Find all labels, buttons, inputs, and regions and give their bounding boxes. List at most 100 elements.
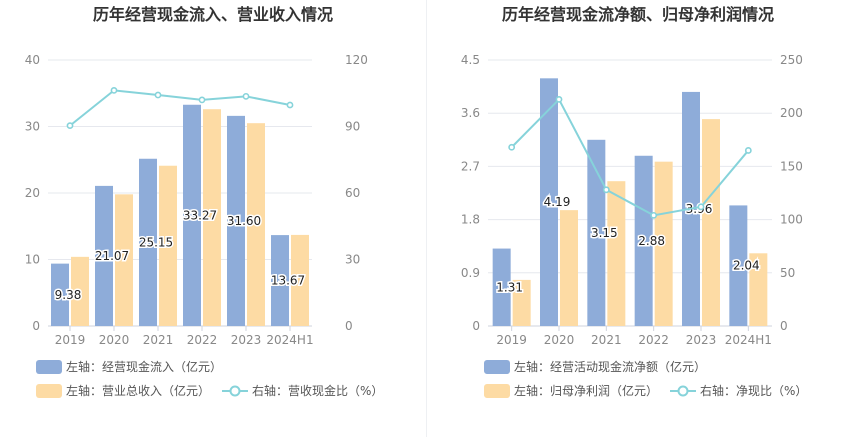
x-tick-label: 2020: [544, 333, 575, 347]
y-right-tick-label: 0: [345, 319, 353, 333]
bar-series-2: [159, 165, 177, 326]
line-point: [555, 95, 563, 103]
y-left-tick-label: 2.7: [461, 159, 480, 173]
y-left-tick-label: 20: [25, 186, 40, 200]
line-point: [154, 91, 162, 99]
bar-series-1: [271, 235, 289, 326]
bar-series-1: [227, 115, 245, 326]
legend-item-bar-2-swatch: [36, 384, 62, 398]
x-tick-label: 2021: [143, 333, 174, 347]
bar-series-2: [291, 234, 309, 326]
line-point: [697, 203, 705, 211]
bar-series-1: [492, 248, 511, 326]
chart-netcash-profit: 历年经营现金流净额、归母净利润情况 0 0.9 1.8 2.7 3.6 4.5 0 50 100 1…: [461, 5, 807, 398]
line-point: [242, 92, 250, 100]
legend-item-line-label: 右轴：净现比（%）: [700, 383, 807, 398]
y-right-tick-label: 60: [345, 186, 360, 200]
legend-item-bar-1-label: 左轴：经营活动现金流净额（亿元）: [514, 359, 706, 374]
x-tick-label: 2021: [591, 333, 622, 347]
data-label: 2.04: [733, 259, 760, 273]
bar-series-2: [512, 279, 531, 326]
line-point: [198, 96, 206, 104]
legend-item-bar-2-swatch: [484, 384, 510, 398]
y-right-tick-label: 90: [345, 120, 360, 134]
y-left-tick-label: 0: [32, 319, 40, 333]
legend-item-line-swatch-marker: [677, 385, 689, 397]
bar-series-2: [702, 119, 720, 326]
bar-series-1: [139, 158, 157, 326]
line-point: [66, 122, 74, 130]
line-point: [286, 101, 294, 109]
bar-series-2: [71, 256, 89, 326]
bar-series-2: [203, 109, 221, 327]
y-right-tick-label: 30: [345, 253, 360, 267]
legend-item-bar-2-label: 左轴：归母净利润（亿元）: [514, 383, 658, 398]
bar-series-1: [587, 139, 606, 326]
bar-series-1: [729, 205, 748, 326]
bar-series-2: [115, 194, 133, 326]
x-tick-label: 2023: [231, 333, 262, 347]
y-left-tick-label: 3.6: [461, 106, 480, 120]
legend-item-line-label: 右轴：营收现金比（%）: [252, 383, 383, 398]
y-right-tick-label: 120: [345, 53, 368, 67]
chart-cashflow-revenue: 历年经营现金流入、营业收入情况 0 10 20 30 40 0 30 60 90 120 2019 20…: [25, 5, 383, 398]
panel-divider: [426, 0, 427, 437]
bar-series-1: [51, 263, 69, 326]
y-right-tick-label: 200: [780, 106, 803, 120]
line-series: [510, 97, 750, 217]
data-label: 9.38: [55, 288, 82, 302]
bar-series-2: [560, 210, 578, 326]
data-label: 31.60: [227, 214, 261, 228]
line-point: [602, 186, 610, 194]
data-label: 4.19: [544, 195, 571, 209]
y-left-tick-label: 0.9: [461, 266, 480, 280]
data-label: 21.07: [95, 249, 129, 263]
y-left-tick-label: 0: [472, 319, 480, 333]
line-point: [744, 147, 752, 154]
x-tick-label: 2020: [99, 333, 130, 347]
bar-series-2: [749, 253, 768, 326]
chart-title: 历年经营现金流入、营业收入情况: [93, 5, 333, 24]
line-point: [508, 143, 516, 151]
legend-item-bar-1-swatch: [484, 360, 510, 374]
x-tick-label: 2024H1: [266, 333, 313, 347]
line-point: [650, 211, 658, 219]
bar-series-1: [634, 155, 653, 326]
bar-series-1: [95, 185, 113, 326]
data-label: 1.31: [496, 280, 523, 294]
data-label: 2.88: [638, 234, 665, 248]
y-left-tick-label: 30: [25, 120, 40, 134]
bar-series-2: [247, 123, 265, 326]
x-tick-label: 2022: [638, 333, 669, 347]
x-tick-label: 2019: [496, 333, 527, 347]
data-label: 13.67: [271, 274, 305, 288]
x-tick-label: 2023: [686, 333, 717, 347]
y-left-tick-label: 40: [25, 53, 40, 67]
x-tick-label: 2019: [55, 333, 86, 347]
bar-series-2: [654, 161, 673, 326]
x-tick-label: 2024H1: [725, 333, 772, 347]
bar-series-2: [607, 181, 626, 326]
y-right-tick-label: 250: [780, 53, 803, 67]
data-label: 25.15: [139, 235, 173, 249]
y-right-tick-label: 0: [780, 319, 788, 333]
legend-item-line-swatch-marker: [229, 385, 241, 397]
line-point: [110, 86, 118, 94]
data-label: 33.27: [183, 208, 217, 222]
y-left-tick-label: 4.5: [461, 53, 480, 67]
y-right-tick-label: 100: [780, 213, 803, 227]
y-left-tick-label: 10: [25, 253, 40, 267]
legend-item-bar-2-label: 左轴：营业总收入（亿元）: [66, 383, 210, 398]
data-label: 3.15: [591, 226, 618, 240]
x-tick-label: 2022: [187, 333, 218, 347]
y-left-tick-label: 1.8: [461, 213, 480, 227]
line-series: [69, 89, 291, 127]
legend-item-bar-1-swatch: [36, 360, 62, 374]
legend-item-bar-1-label: 左轴：经营现金流入（亿元）: [66, 359, 222, 374]
y-right-tick-label: 150: [780, 159, 803, 173]
chart-title: 历年经营现金流净额、归母净利润情况: [502, 5, 774, 24]
y-right-tick-label: 50: [780, 266, 795, 280]
bar-series-1: [540, 78, 558, 326]
bar-series-1: [183, 104, 201, 326]
